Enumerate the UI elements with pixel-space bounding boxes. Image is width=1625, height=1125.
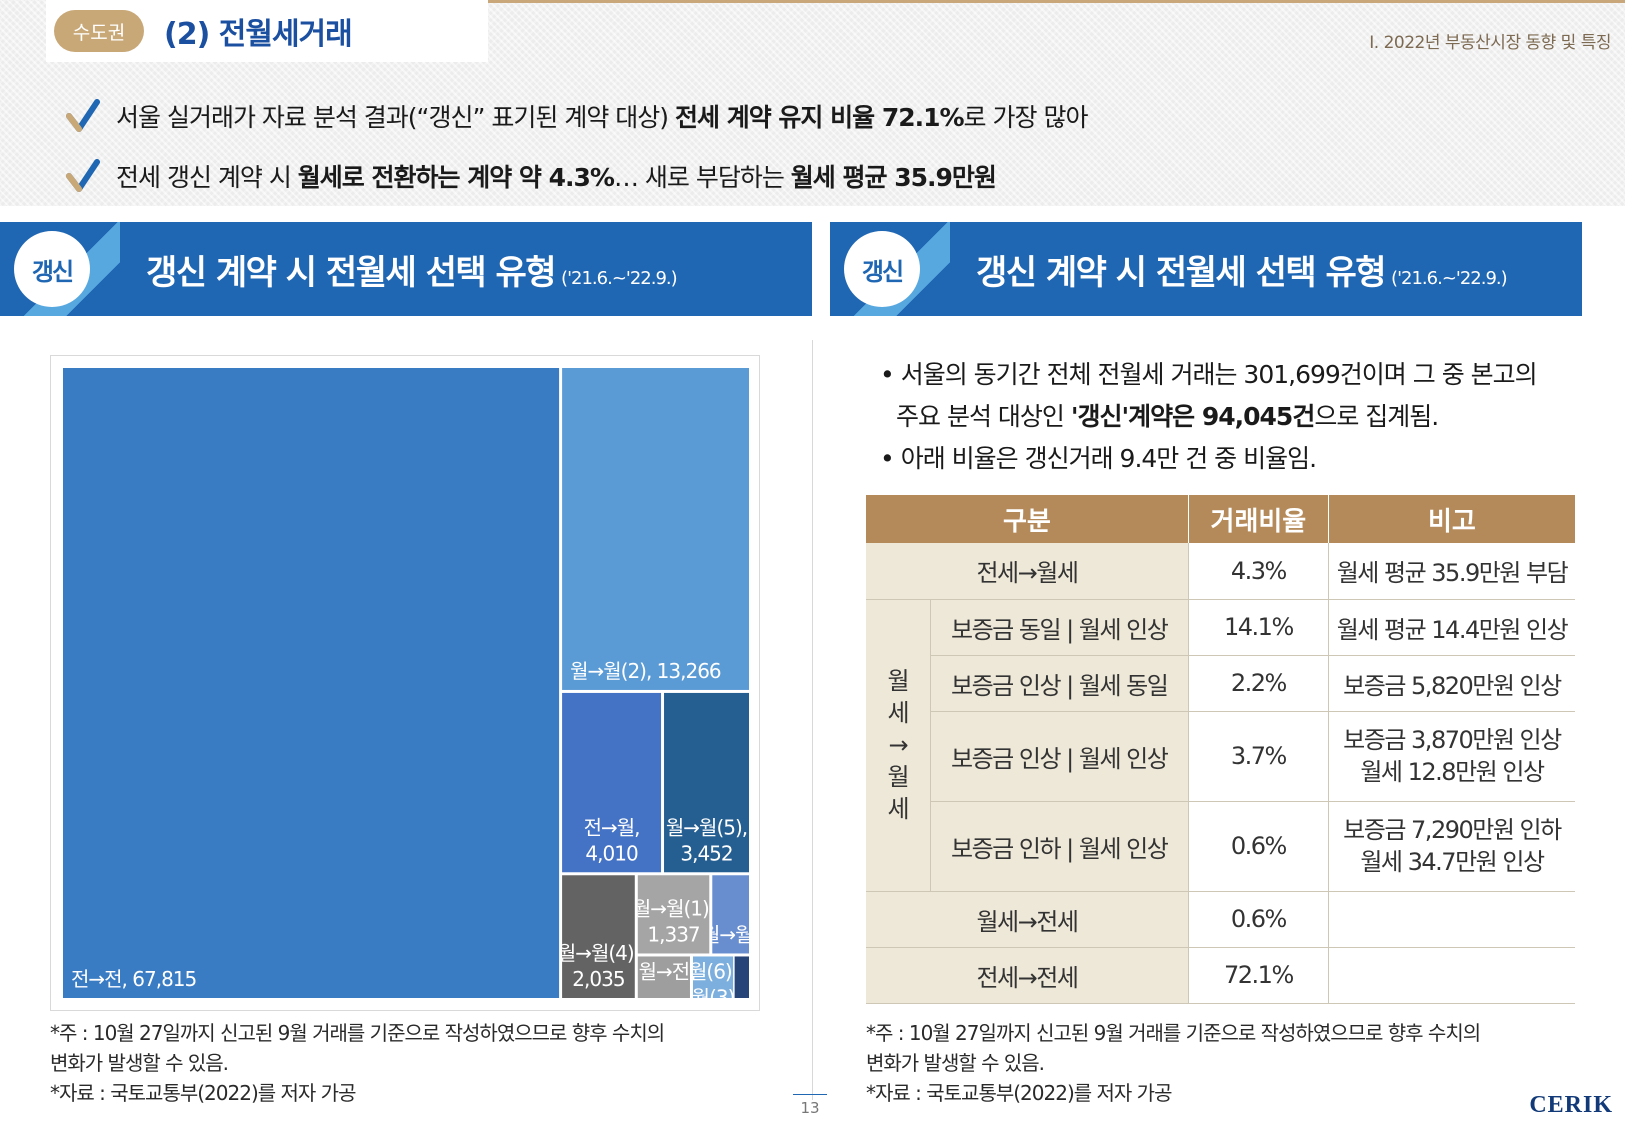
summary-text-2: 전세 갱신 계약 시 월세로 전환하는 계약 약 4.3%… 새로 부담하는 월… [116,163,997,192]
banner-title: 갱신 계약 시 전월세 선택 유형 ('21.6.~'22.9.) [146,252,678,293]
title-box: 수도권 (2) 전월세거래 [46,0,488,62]
table-row: 월 세 → 월 세 보증금 동일 | 월세 인상 14.1% 월세 평균 14.… [866,599,1575,892]
vertical-label: 월 세 → 월 세 [887,667,909,823]
row-category: 보증금 인상 | 월세 동일 [930,655,1189,712]
treemap-label: 월→월(4), 2,035 [558,941,639,991]
row-ratio: 14.1% [1188,599,1329,656]
banner-left: 갱신 갱신 계약 시 전월세 선택 유형 ('21.6.~'22.9.) [0,222,812,316]
row-category: 보증금 인상 | 월세 인상 [930,711,1189,802]
row-note: 월세 평균 14.4만원 인상 [1328,599,1575,656]
right-bullet-1-cont: 주요 분석 대상인 '갱신'계약은 94,045건으로 집계됨. [896,402,1439,431]
page-number: 13 [793,1094,827,1117]
row-note: 보증금 5,820만원 인상 [1328,655,1575,712]
section-title: (2) 전월세거래 [164,17,353,52]
table-row: 보증금 인상 | 월세 인상 3.7% 보증금 3,870만원 인상 월세 12… [866,711,1575,802]
note-line: 변화가 발생할 수 있음. [50,1051,229,1075]
row-ratio: 3.7% [1188,711,1329,802]
col-header-note: 비고 [1328,495,1575,543]
treemap-cell [562,875,635,998]
table-header-row: 구분 거래비율 비고 [866,495,1575,543]
ratio-table: 구분 거래비율 비고 전세→월세 4.3% 월세 평균 35.9만원 부담 월 … [866,495,1575,1004]
right-bullet-1: • 서울의 동기간 전체 전월세 거래는 301,699건이며 그 중 본고의 [880,360,1538,389]
banner-divider [812,222,814,246]
row-category: 전세→전세 [866,947,1189,1004]
summary-bullet-1: 서울 실거래가 자료 분석 결과(“갱신” 표기된 계약 대상) 전세 계약 유… [66,86,1088,146]
banner-title: 갱신 계약 시 전월세 선택 유형 ('21.6.~'22.9.) [976,252,1508,293]
treemap-label: 월→월(1), 1,337 [633,896,714,946]
row-ratio: 0.6% [1188,891,1329,948]
checkmark-icon [66,159,100,192]
cerik-logo: CERIK [1529,1092,1613,1118]
row-note [1328,947,1575,1004]
source-line: *자료 : 국토교통부(2022)를 저자 가공 [866,1081,1172,1105]
banner-right: 갱신 갱신 계약 시 전월세 선택 유형 ('21.6.~'22.9.) [830,222,1582,316]
row-ratio: 4.3% [1188,543,1329,600]
region-pill: 수도권 [54,10,144,52]
treemap-cell [562,692,662,873]
row-note: 보증금 7,290만원 인하 월세 34.7만원 인상 [1328,801,1575,892]
col-header-category: 구분 [866,495,1189,543]
row-ratio: 2.2% [1188,655,1329,712]
treemap-cell [734,956,749,998]
table-row: 보증금 인하 | 월세 인상 0.6% 보증금 7,290만원 인하 월세 34… [866,801,1575,892]
row-category: 보증금 동일 | 월세 인상 [930,599,1189,656]
treemap-cell [637,875,710,954]
row-note: 보증금 3,870만원 인상 월세 12.8만원 인상 [1328,711,1575,802]
treemap-label: 월→월( [702,922,760,946]
note-line: *주 : 10월 27일까지 신고된 9월 거래를 기준으로 작성하였으므로 향… [50,1021,665,1045]
table-row: 월세→전세 0.6% [866,891,1575,948]
top-accent-line [488,0,1625,3]
treemap-cell [637,956,690,998]
table-row: 보증금 인상 | 월세 동일 2.2% 보증금 5,820만원 인상 [866,655,1575,712]
summary-bullets: 서울 실거래가 자료 분석 결과(“갱신” 표기된 계약 대상) 전세 계약 유… [66,86,1088,206]
treemap-frame: 전→전, 67,815 월→월(2), 13,266 전→월, 4,010 월→월(5)… [50,355,760,1011]
treemap-chart: 전→전, 67,815 월→월(2), 13,266 전→월, 4,010 월→월(5)… [63,368,760,1009]
treemap-cell [712,875,749,954]
row-note: 월세 평균 35.9만원 부담 [1328,543,1575,600]
treemap-cell [692,956,734,998]
source-line: *자료 : 국토교통부(2022)를 저자 가공 [50,1081,356,1105]
summary-text-1: 서울 실거래가 자료 분석 결과(“갱신” 표기된 계약 대상) 전세 계약 유… [116,103,1088,132]
panel-divider [812,340,813,1100]
treemap-cell [664,692,749,873]
row-category: 월세→전세 [866,891,1189,948]
treemap-label: 전→월, 4,010 [584,815,640,865]
chapter-label: Ⅰ. 2022년 부동산시장 동향 및 특징 [1369,33,1611,53]
treemap-label: 월→월(2), 13,266 [570,659,721,683]
treemap-cell [63,368,560,998]
treemap-label: 월→월(5), 3,452 [666,815,747,865]
row-ratio: 72.1% [1188,947,1329,1004]
row-category: 보증금 인하 | 월세 인상 [930,801,1189,892]
summary-bullet-2: 전세 갱신 계약 시 월세로 전환하는 계약 약 4.3%… 새로 부담하는 월… [66,146,1087,206]
table-row: 전세→전세 72.1% [866,947,1575,1004]
col-header-ratio: 거래비율 [1188,495,1329,543]
right-notes: *주 : 10월 27일까지 신고된 9월 거래를 기준으로 작성하였으므로 향… [866,1018,1481,1108]
renewal-badge: 갱신 [844,231,920,307]
treemap-label: 월(6), 월(3) [689,959,737,1009]
row-group-label: 월 세 → 월 세 [866,599,931,892]
treemap-cell [562,368,749,690]
note-line: 변화가 발생할 수 있음. [866,1051,1045,1075]
table-row: 전세→월세 4.3% 월세 평균 35.9만원 부담 [866,543,1575,600]
renewal-badge: 갱신 [14,231,90,307]
row-note [1328,891,1575,948]
treemap-label: 월→전 [639,959,690,983]
checkmark-icon [66,99,100,132]
right-bullet-2: • 아래 비율은 갱신거래 9.4만 건 중 비율임. [880,444,1317,473]
note-line: *주 : 10월 27일까지 신고된 9월 거래를 기준으로 작성하였으므로 향… [866,1021,1481,1045]
left-notes: *주 : 10월 27일까지 신고된 9월 거래를 기준으로 작성하였으므로 향… [50,1018,665,1108]
treemap-label: 전→전, 67,815 [71,967,196,991]
row-ratio: 0.6% [1188,801,1329,892]
row-category: 전세→월세 [866,543,1189,600]
right-bullets: • 서울의 동기간 전체 전월세 거래는 301,699건이며 그 중 본고의 … [880,354,1538,480]
